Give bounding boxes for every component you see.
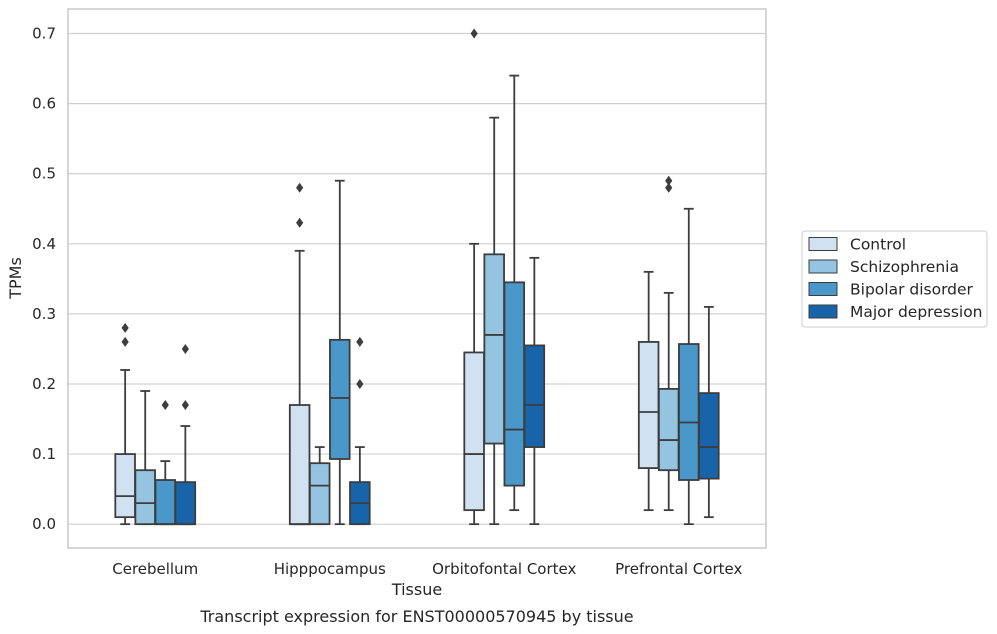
iqr-box [174, 481, 197, 526]
x-tick-labels: Cerebellum Hipppocampus Orbitofontal Corte… [112, 560, 742, 578]
x-tick-label: Prefrontal Cortex [615, 560, 742, 578]
box-2-2 [503, 74, 526, 512]
y-tick-label: 0.5 [32, 165, 56, 183]
iqr-box [483, 253, 505, 445]
outlier-point [356, 378, 364, 389]
box-0-1 [134, 390, 156, 526]
iqr-box [329, 338, 351, 460]
outlier-point [356, 336, 364, 347]
outlier-point [470, 28, 478, 39]
legend-items: Control Schizophrenia Bipolar disorder Majo… [808, 236, 983, 321]
outlier-point [121, 322, 129, 333]
outlier-point [121, 336, 129, 347]
outlier-point [181, 400, 189, 411]
iqr-box [308, 462, 331, 526]
legend-swatch [808, 259, 838, 274]
legend-swatch [808, 237, 838, 251]
y-tick-labels: 0.0 0.1 0.2 0.3 0.4 0.5 0.6 0.7 [32, 25, 56, 534]
iqr-box [463, 351, 485, 512]
y-tick-label: 0.6 [32, 95, 56, 113]
box-3-3 [698, 305, 720, 519]
iqr-box [134, 469, 156, 526]
iqr-box [154, 479, 177, 526]
box-2-3 [523, 256, 546, 526]
y-tick-label: 0.3 [32, 305, 56, 323]
iqr-box [114, 453, 136, 519]
box-2-1 [483, 116, 505, 526]
iqr-box [503, 281, 526, 487]
legend-swatch [808, 282, 838, 296]
iqr-box [523, 344, 546, 448]
box-1-1 [308, 446, 331, 526]
iqr-box [698, 392, 720, 480]
box-0-3 [174, 343, 197, 526]
legend-label: Bipolar disorder [850, 281, 974, 299]
outlier-point [181, 343, 189, 354]
x-axis-label: Tissue [391, 580, 442, 599]
y-tick-label: 0.7 [32, 25, 56, 43]
iqr-box [637, 341, 660, 469]
outlier-point [161, 400, 169, 411]
x-tick-label: Orbitofontal Cortex [432, 560, 576, 578]
outlier-point [296, 182, 304, 193]
box-3-1 [657, 175, 680, 512]
y-tick-label: 0.4 [32, 235, 56, 253]
legend-label: Schizophrenia [850, 258, 959, 276]
box-2-0 [463, 28, 485, 526]
box-1-2 [329, 179, 351, 526]
legend-label: Major depression [850, 303, 983, 321]
gridlines [68, 32, 766, 525]
legend-label: Control [850, 236, 906, 254]
outlier-point [665, 182, 673, 193]
y-tick-label: 0.1 [32, 445, 56, 463]
boxes [114, 28, 720, 526]
box-1-3 [349, 336, 371, 526]
outlier-point [296, 217, 304, 228]
plot-area-frame [67, 8, 767, 549]
box-0-2 [154, 400, 177, 526]
y-tick-label: 0.0 [32, 515, 56, 533]
legend-frame [801, 230, 988, 328]
box-3-0 [637, 270, 660, 512]
iqr-box [288, 404, 311, 526]
iqr-box [678, 343, 700, 481]
box-1-0 [288, 182, 311, 526]
box-3-2 [678, 207, 700, 526]
x-tick-label: Cerebellum [112, 560, 198, 578]
outlier-point [665, 175, 673, 186]
legend-swatch [808, 304, 838, 319]
y-axis-label: TPMs [6, 257, 25, 300]
x-tick-label: Hipppocampus [274, 560, 386, 578]
iqr-box [657, 387, 680, 472]
figure-caption: Transcript expression for ENST0000057094… [199, 607, 633, 626]
y-tick-label: 0.2 [32, 375, 56, 393]
legend: Control Schizophrenia Bipolar disorder Majo… [801, 230, 988, 328]
box-0-0 [114, 322, 136, 526]
